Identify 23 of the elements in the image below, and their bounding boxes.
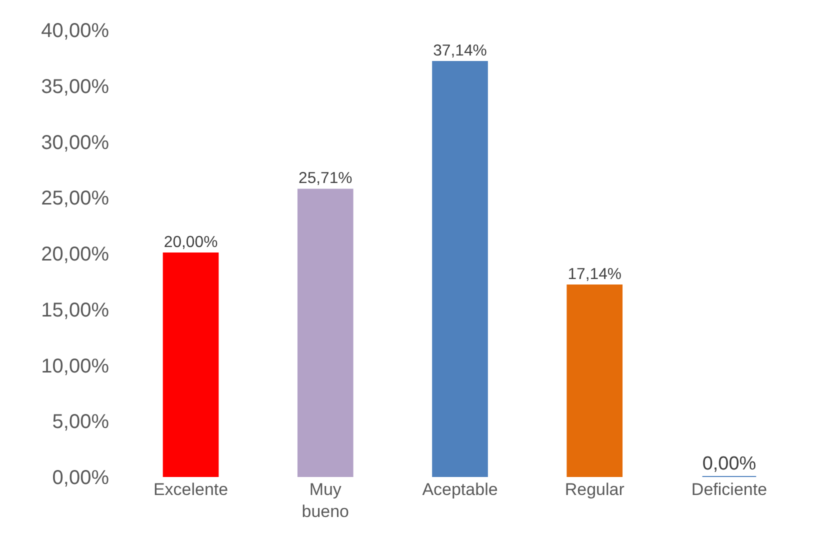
data-label: 37,14%: [433, 42, 487, 60]
bar: [566, 284, 623, 477]
y-tick-label: 15,00%: [41, 299, 110, 322]
x-tick-label: Deficiente: [691, 480, 768, 499]
bar: [162, 252, 219, 477]
y-tick-label: 0,00%: [52, 467, 110, 489]
data-label: 0,00%: [702, 454, 756, 475]
x-tick-label: Aceptable: [422, 480, 498, 499]
x-tick-label: Muy bueno: [302, 480, 350, 522]
y-tick-label: 25,00%: [41, 188, 110, 210]
y-tick-label: 30,00%: [41, 132, 110, 154]
data-label: 25,71%: [298, 170, 352, 188]
bar: [432, 60, 488, 477]
data-label: 17,14%: [568, 266, 622, 283]
bar: [297, 188, 354, 477]
y-tick-label: 35,00%: [41, 76, 110, 98]
x-tick-label: Regular: [564, 480, 625, 499]
y-tick-label: 40,00%: [41, 20, 110, 42]
x-tick-label: Excelente: [153, 480, 228, 499]
y-tick-label: 10,00%: [41, 355, 110, 378]
y-tick-label: 20,00%: [41, 244, 110, 266]
data-label: 20,00%: [164, 234, 218, 251]
y-tick-label: 5,00%: [52, 411, 110, 434]
